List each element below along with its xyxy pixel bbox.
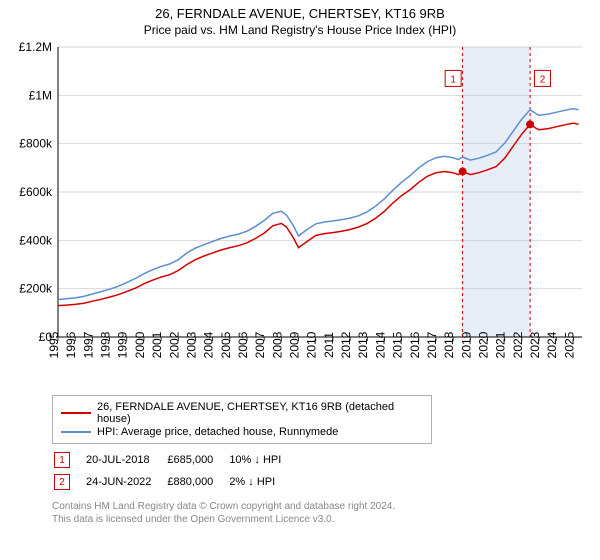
svg-text:1998: 1998 <box>99 331 113 358</box>
legend-label: HPI: Average price, detached house, Runn… <box>97 426 338 438</box>
svg-text:1995: 1995 <box>47 331 61 358</box>
marker-box-icon: 1 <box>54 452 70 468</box>
transaction-date: 24-JUN-2022 <box>86 472 165 492</box>
legend-item-price-paid: 26, FERNDALE AVENUE, CHERTSEY, KT16 9RB … <box>61 401 423 425</box>
legend-swatch-icon <box>61 412 91 414</box>
svg-text:2005: 2005 <box>219 331 233 358</box>
svg-text:2001: 2001 <box>150 331 164 358</box>
svg-text:2006: 2006 <box>236 331 250 358</box>
footer-line: This data is licensed under the Open Gov… <box>52 513 592 526</box>
transactions-table: 1 20-JUL-2018 £685,000 10% ↓ HPI 2 24-JU… <box>52 448 297 494</box>
price-chart: £0£200k£400k£600k£800k£1M£1.2M1995199619… <box>8 41 592 389</box>
svg-text:2: 2 <box>540 74 546 85</box>
svg-text:£200k: £200k <box>19 282 53 296</box>
legend-item-hpi: HPI: Average price, detached house, Runn… <box>61 426 423 438</box>
svg-text:2013: 2013 <box>356 331 370 358</box>
transaction-price: £880,000 <box>167 472 227 492</box>
svg-text:2020: 2020 <box>477 331 491 358</box>
svg-text:2002: 2002 <box>167 331 181 358</box>
page-title: 26, FERNDALE AVENUE, CHERTSEY, KT16 9RB <box>8 6 592 21</box>
svg-text:2017: 2017 <box>425 331 439 358</box>
svg-text:2009: 2009 <box>288 331 302 358</box>
transaction-delta: 2% ↓ HPI <box>229 472 295 492</box>
transaction-date: 20-JUL-2018 <box>86 450 165 470</box>
page-subtitle: Price paid vs. HM Land Registry's House … <box>8 23 592 37</box>
svg-text:2014: 2014 <box>373 331 387 358</box>
svg-text:2018: 2018 <box>442 331 456 358</box>
svg-text:2010: 2010 <box>305 331 319 358</box>
marker-box-icon: 2 <box>54 474 70 490</box>
svg-text:2019: 2019 <box>459 331 473 358</box>
table-row: 2 24-JUN-2022 £880,000 2% ↓ HPI <box>54 472 295 492</box>
svg-text:2004: 2004 <box>202 331 216 358</box>
svg-text:£800k: £800k <box>19 137 53 151</box>
svg-text:1: 1 <box>450 74 456 85</box>
svg-text:£1M: £1M <box>29 88 52 102</box>
svg-text:2003: 2003 <box>184 331 198 358</box>
svg-text:1996: 1996 <box>64 331 78 358</box>
legend: 26, FERNDALE AVENUE, CHERTSEY, KT16 9RB … <box>52 395 432 444</box>
footer-line: Contains HM Land Registry data © Crown c… <box>52 500 592 513</box>
svg-text:2011: 2011 <box>322 332 336 358</box>
svg-text:2015: 2015 <box>391 331 405 358</box>
svg-text:2007: 2007 <box>253 331 267 358</box>
transaction-delta: 10% ↓ HPI <box>229 450 295 470</box>
svg-text:1999: 1999 <box>116 331 130 358</box>
svg-text:2012: 2012 <box>339 331 353 358</box>
svg-text:2008: 2008 <box>270 331 284 358</box>
legend-label: 26, FERNDALE AVENUE, CHERTSEY, KT16 9RB … <box>97 401 423 425</box>
svg-text:£400k: £400k <box>19 233 53 247</box>
transaction-price: £685,000 <box>167 450 227 470</box>
svg-text:2022: 2022 <box>511 331 525 358</box>
svg-text:£1.2M: £1.2M <box>19 41 52 54</box>
footer-attribution: Contains HM Land Registry data © Crown c… <box>52 500 592 526</box>
legend-swatch-icon <box>61 431 91 433</box>
svg-text:2021: 2021 <box>494 331 508 358</box>
svg-text:2024: 2024 <box>545 331 559 358</box>
svg-text:2016: 2016 <box>408 331 422 358</box>
svg-text:2000: 2000 <box>133 331 147 358</box>
table-row: 1 20-JUL-2018 £685,000 10% ↓ HPI <box>54 450 295 470</box>
svg-text:2025: 2025 <box>562 331 576 358</box>
svg-text:1997: 1997 <box>81 331 95 358</box>
svg-text:£600k: £600k <box>19 185 53 199</box>
